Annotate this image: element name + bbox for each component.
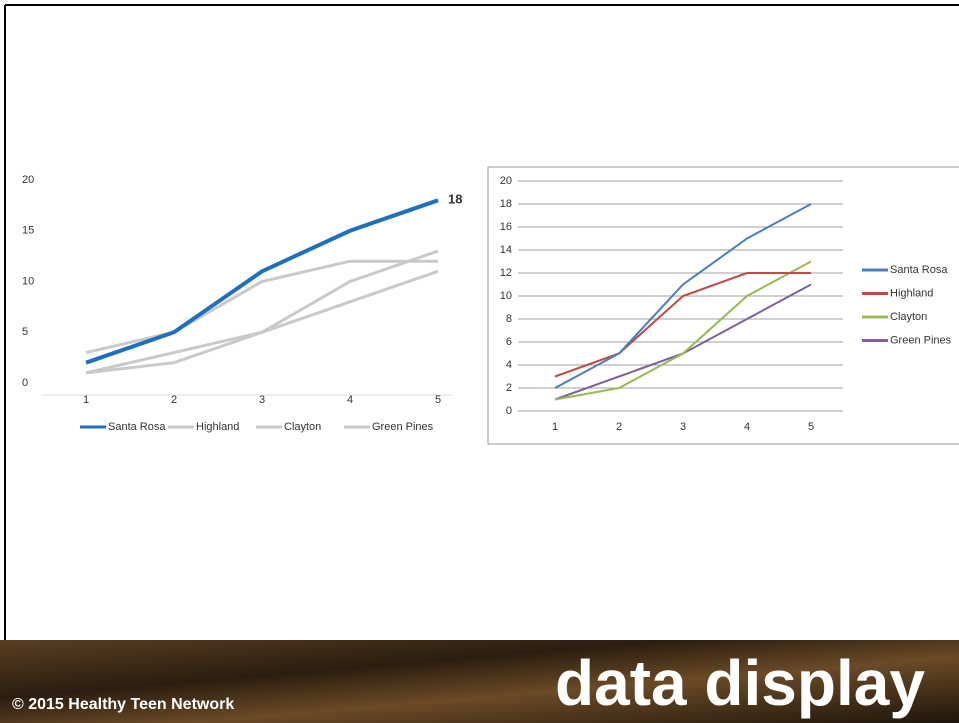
legend-label: Clayton	[284, 421, 321, 433]
x-tick-label: 5	[808, 421, 814, 433]
x-tick-label: 5	[435, 394, 441, 406]
y-tick-label: 14	[500, 244, 512, 256]
x-tick-label: 2	[171, 394, 177, 406]
series-line	[554, 203, 812, 389]
y-tick-label: 10	[22, 275, 34, 287]
legend-label: Santa Rosa	[890, 264, 948, 276]
x-tick-label: 2	[616, 421, 622, 433]
x-tick-label: 4	[347, 394, 353, 406]
y-tick-label: 20	[22, 174, 34, 186]
series-line	[85, 259, 438, 355]
series-line	[554, 272, 811, 378]
x-tick-label: 4	[744, 421, 750, 433]
data-label: 18	[448, 192, 462, 207]
y-tick-label: 0	[22, 377, 28, 389]
x-tick-label: 3	[680, 421, 686, 433]
y-tick-label: 0	[506, 405, 512, 417]
series-line	[85, 269, 439, 375]
y-tick-label: 16	[500, 221, 512, 233]
x-tick-label: 3	[259, 394, 265, 406]
series-line	[85, 198, 439, 365]
y-tick-label: 5	[22, 326, 28, 338]
legend-label: Highland	[196, 421, 239, 433]
copyright: © 2015 Healthy Teen Network	[12, 696, 234, 713]
legend-label: Santa Rosa	[108, 421, 166, 433]
series-line	[554, 260, 812, 401]
y-tick-label: 15	[22, 225, 34, 237]
y-tick-label: 4	[506, 359, 512, 371]
y-tick-label: 2	[506, 382, 512, 394]
legend-label: Green Pines	[372, 421, 434, 433]
slide-title: data display	[555, 647, 925, 719]
y-tick-label: 6	[506, 336, 512, 348]
chart-frame	[487, 166, 959, 445]
y-tick-label: 8	[506, 313, 512, 325]
x-tick-label: 1	[552, 421, 558, 433]
legend-label: Highland	[890, 287, 933, 299]
y-tick-label: 18	[500, 198, 512, 210]
legend-label: Clayton	[890, 311, 927, 323]
legend-label: Green Pines	[890, 334, 952, 346]
y-tick-label: 12	[500, 267, 512, 279]
x-tick-label: 1	[83, 394, 89, 406]
y-tick-label: 10	[500, 290, 512, 302]
footer-band	[0, 640, 959, 723]
y-tick-label: 20	[500, 175, 512, 187]
series-line	[85, 249, 439, 375]
